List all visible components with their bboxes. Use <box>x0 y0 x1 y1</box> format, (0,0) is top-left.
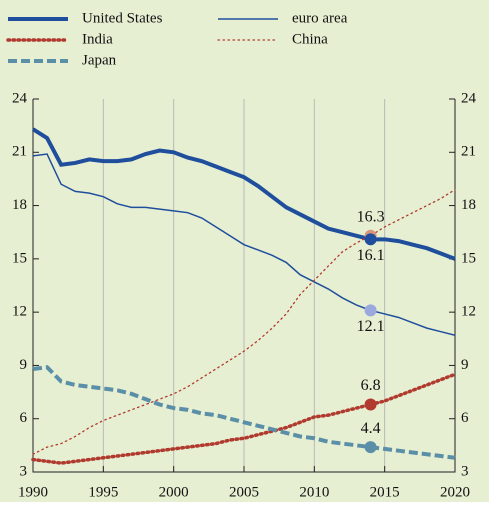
y2-tick-label: 6 <box>461 410 469 426</box>
legend-label: China <box>292 31 328 47</box>
annotation-label: 6.8 <box>361 377 381 394</box>
series-line <box>32 365 456 460</box>
x-tick-label: 1990 <box>18 484 48 500</box>
y2-tick-label: 3 <box>461 463 469 479</box>
x-tick-label: 2010 <box>299 484 329 500</box>
y2-tick-label: 15 <box>461 250 476 266</box>
annotation-dot <box>364 398 377 411</box>
y-tick-label: 15 <box>12 250 27 266</box>
legend-label: euro area <box>292 10 348 26</box>
y-tick-label: 18 <box>12 197 27 213</box>
x-tick-label: 1995 <box>88 484 118 500</box>
series-line <box>31 372 457 465</box>
annotation-label: 4.4 <box>361 420 381 437</box>
series-line <box>32 153 456 336</box>
y-tick-label: 24 <box>12 90 28 106</box>
legend-label: Japan <box>82 52 117 68</box>
x-tick-label: 2020 <box>440 484 470 500</box>
y-tick-label: 6 <box>20 410 28 426</box>
y-tick-label: 3 <box>20 463 28 479</box>
y-tick-label: 12 <box>12 304 27 320</box>
legend-label: India <box>82 31 113 47</box>
annotation-label: 16.1 <box>357 247 385 264</box>
series-line <box>31 127 456 261</box>
y2-tick-label: 9 <box>461 357 469 373</box>
x-tick-label: 2015 <box>370 484 400 500</box>
y-tick-label: 21 <box>12 144 27 160</box>
axis-frame <box>32 99 456 473</box>
annotation-dot <box>364 441 377 454</box>
legend-label: United States <box>82 10 163 26</box>
y2-tick-label: 18 <box>461 197 476 213</box>
y2-tick-label: 21 <box>461 144 476 160</box>
annotation-dot <box>364 233 377 246</box>
annotation-dot <box>364 304 377 317</box>
y-tick-label: 9 <box>20 357 28 373</box>
series-line <box>32 188 456 455</box>
annotation-label: 12.1 <box>357 318 385 335</box>
y2-tick-label: 24 <box>461 90 477 106</box>
y2-tick-label: 12 <box>461 304 476 320</box>
x-tick-label: 2005 <box>229 484 259 500</box>
annotation-label: 16.3 <box>357 208 385 225</box>
x-tick-label: 2000 <box>159 484 189 500</box>
